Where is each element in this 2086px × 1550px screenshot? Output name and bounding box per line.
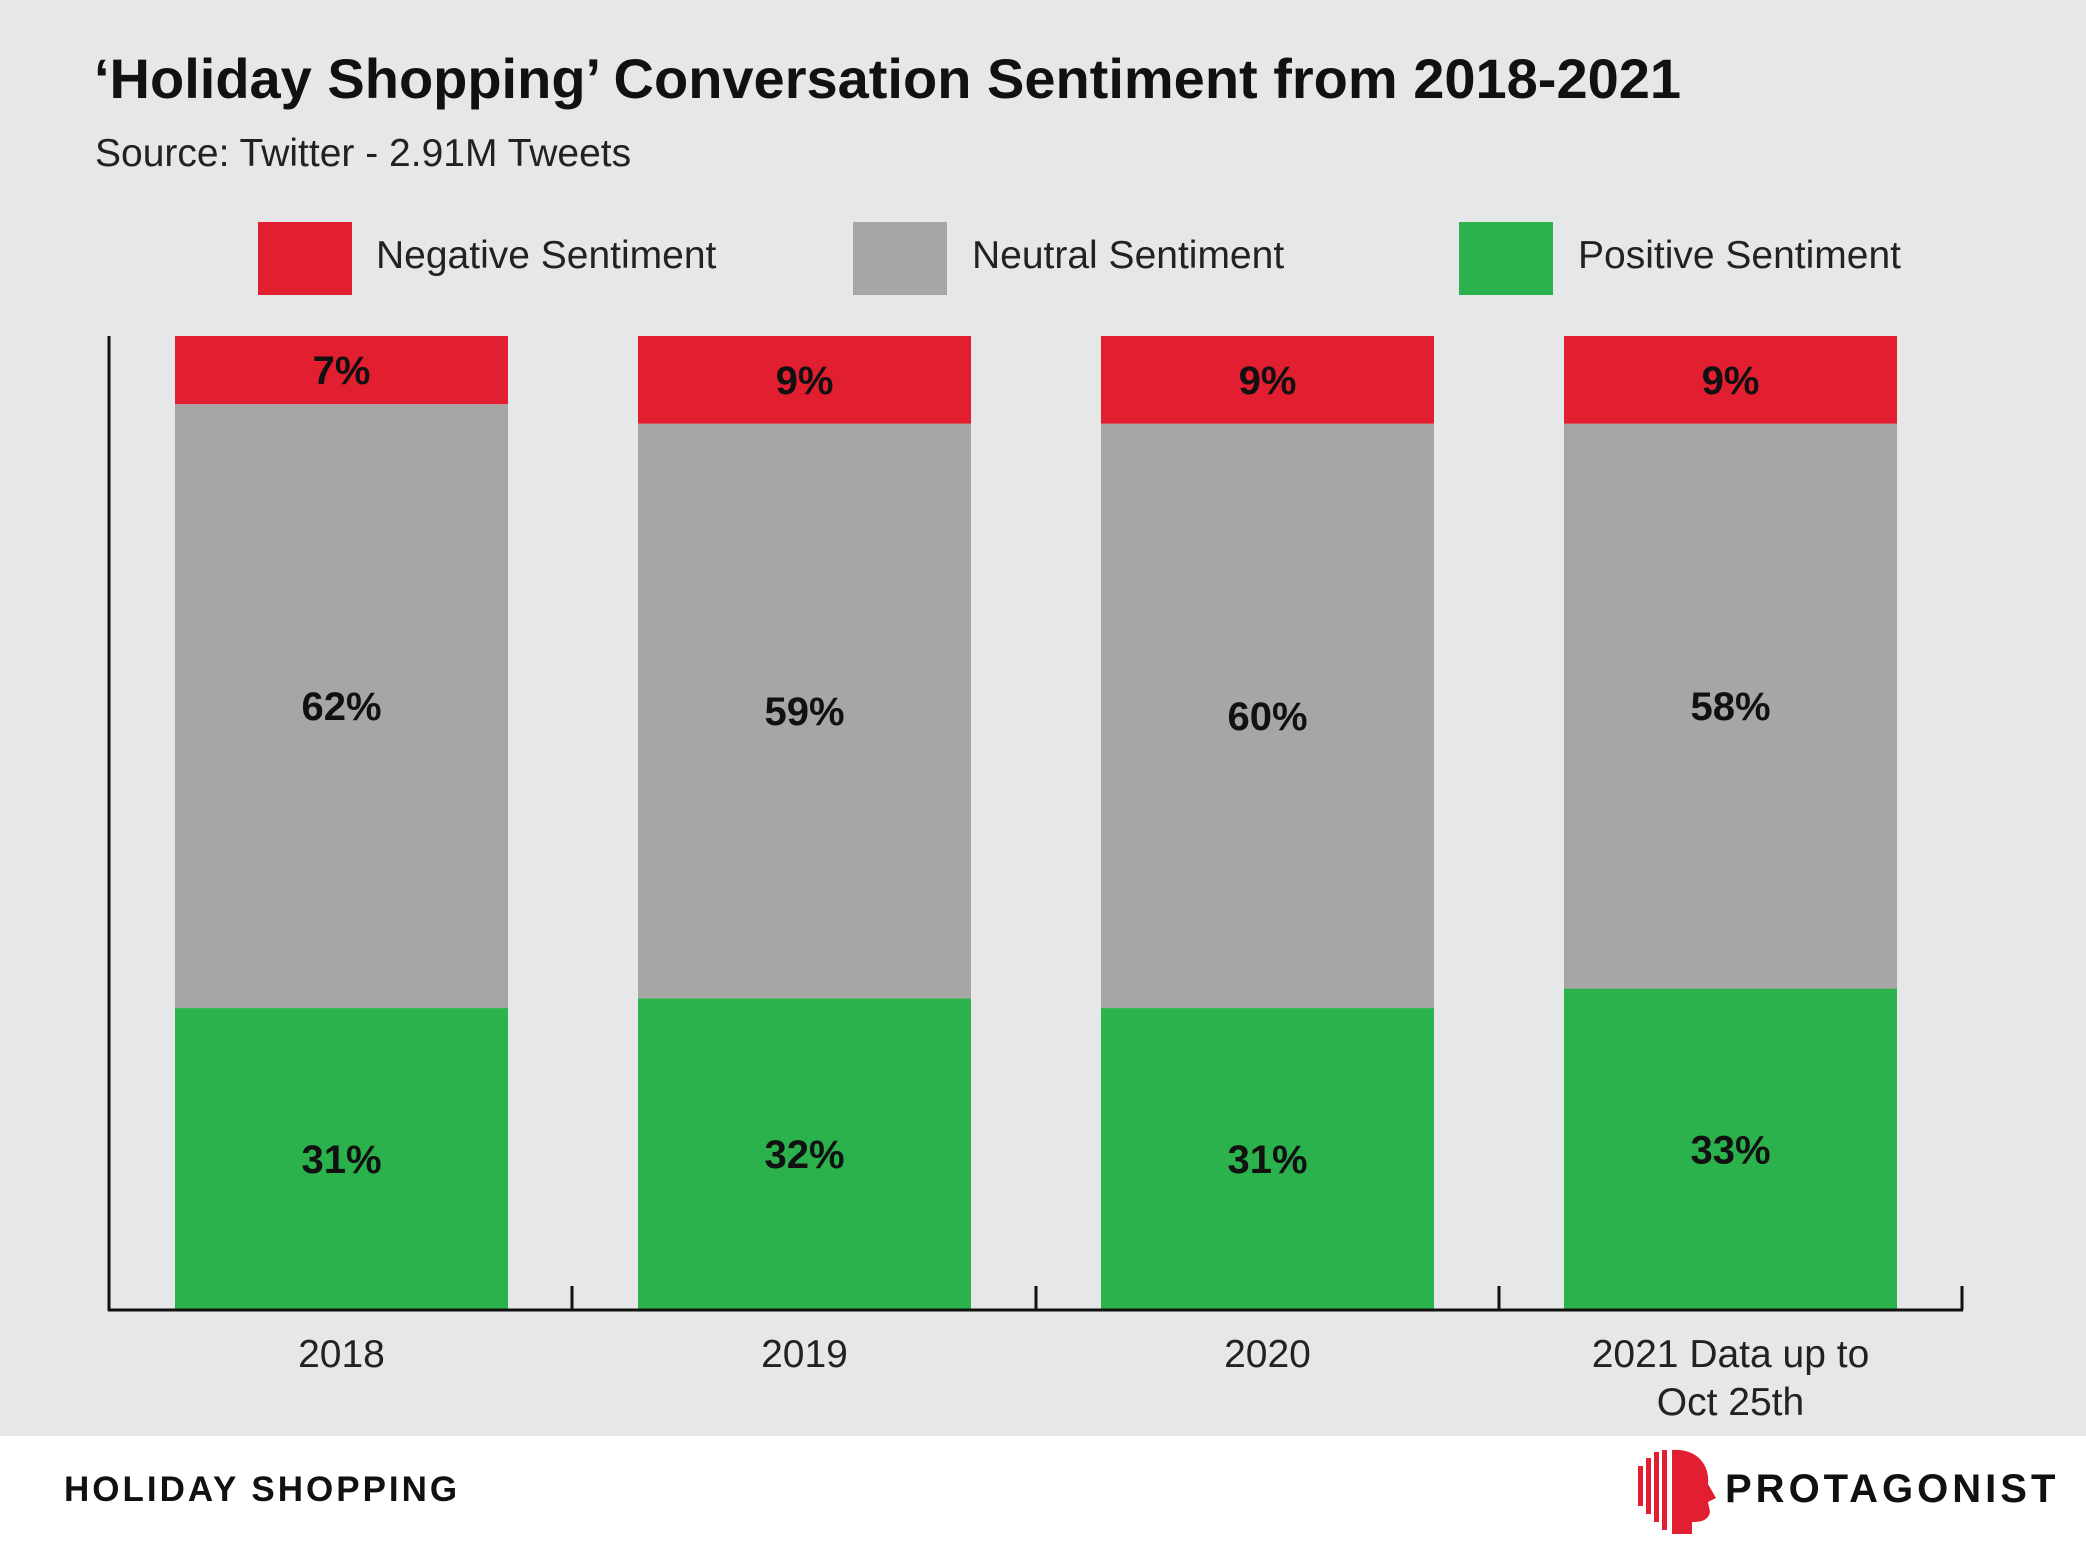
bar-segment-neutral-sentiment-4	[1564, 423, 1897, 989]
legend-label-positive: Positive Sentiment	[1578, 234, 1901, 277]
legend-swatch-positive	[1459, 222, 1553, 295]
data-label-positive-sentiment-2: 32%	[764, 1133, 844, 1177]
stacked-bar-chart: 31% 62% 7% 2018 32% 59% 9% 2019 31% 60% 9% 2020 33% 5…	[107, 336, 1964, 1424]
bar-segment-negative-sentiment-1	[175, 336, 508, 405]
x-tick-label-3: 2020	[1224, 1333, 1311, 1376]
data-label-negative-sentiment-4: 9%	[1702, 359, 1760, 403]
data-label-neutral-sentiment-4: 58%	[1690, 685, 1770, 729]
chart-title: ‘Holiday Shopping’ Conversation Sentimen…	[94, 47, 1682, 110]
legend-swatch-neutral	[853, 222, 947, 295]
data-label-neutral-sentiment-1: 62%	[301, 685, 381, 729]
data-label-positive-sentiment-3: 31%	[1227, 1138, 1307, 1182]
bar-segment-negative-sentiment-2	[638, 336, 971, 424]
x-tick-label-2: 2019	[761, 1333, 848, 1376]
legend-swatch-negative	[258, 222, 352, 295]
x-tick-label-4-line-1: 2021 Data up to	[1592, 1333, 1870, 1376]
protagonist-head-icon	[1638, 1449, 1716, 1534]
data-label-neutral-sentiment-3: 60%	[1227, 695, 1307, 739]
bar-segment-positive-sentiment-3	[1101, 1008, 1434, 1310]
data-label-negative-sentiment-3: 9%	[1239, 359, 1297, 403]
bar-segment-neutral-sentiment-3	[1101, 423, 1434, 1009]
chart-subtitle: Source: Twitter - 2.91M Tweets	[95, 132, 632, 175]
footer-topic: HOLIDAY SHOPPING	[64, 1470, 461, 1509]
data-label-negative-sentiment-1: 7%	[313, 349, 371, 393]
x-tick-label-4-line-2: Oct 25th	[1657, 1381, 1804, 1424]
bar-segment-positive-sentiment-2	[638, 998, 971, 1310]
legend-label-neutral: Neutral Sentiment	[972, 234, 1285, 277]
bar-segment-positive-sentiment-4	[1564, 988, 1897, 1310]
x-tick-label-1: 2018	[298, 1333, 385, 1376]
data-label-positive-sentiment-4: 33%	[1690, 1128, 1770, 1172]
bar-segment-negative-sentiment-3	[1101, 336, 1434, 424]
data-label-negative-sentiment-2: 9%	[776, 359, 834, 403]
data-label-positive-sentiment-1: 31%	[301, 1138, 381, 1182]
bar-segment-positive-sentiment-1	[175, 1008, 508, 1310]
bar-segment-neutral-sentiment-2	[638, 423, 971, 999]
data-label-neutral-sentiment-2: 59%	[764, 690, 844, 734]
footer-brand: PROTAGONIST	[1725, 1467, 2060, 1511]
bar-segment-negative-sentiment-4	[1564, 336, 1897, 424]
legend-label-negative: Negative Sentiment	[376, 234, 717, 277]
bar-segment-neutral-sentiment-1	[175, 404, 508, 1009]
